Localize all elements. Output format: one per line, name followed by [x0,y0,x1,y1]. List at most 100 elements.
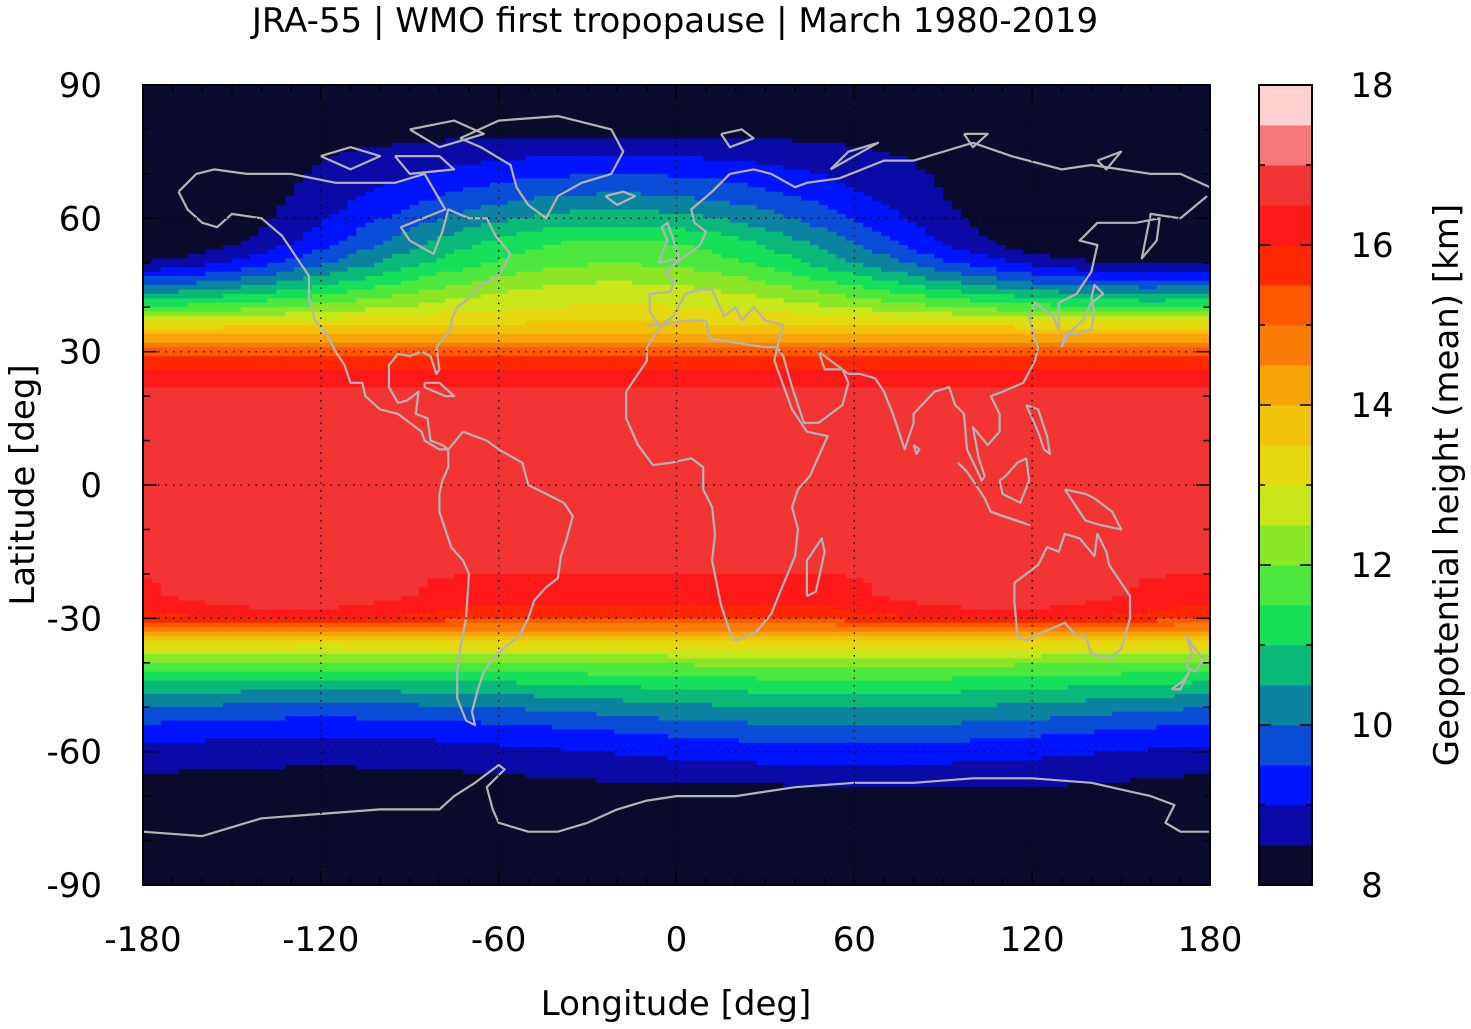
heatmap-cell [143,471,1210,477]
heatmap-cell [418,302,571,308]
heatmap-cell [143,182,295,188]
heatmap-cell [347,645,1210,651]
heatmap-cell [303,173,411,179]
heatmap-cell [889,253,935,259]
heatmap-cell [400,280,473,286]
heatmap-cell [809,222,864,228]
heatmap-cell [996,240,1210,246]
heatmap-cell [205,271,277,277]
heatmap-cell [374,600,918,606]
heatmap-cell [756,205,829,211]
heatmap-cell [143,467,1210,473]
heatmap-cell [143,129,1210,135]
heatmap-cell [952,200,1210,206]
heatmap-cell [143,600,206,606]
heatmap-cell [400,689,749,695]
heatmap-cell [267,249,313,255]
heatmap-cell [143,231,260,237]
heatmap-cell [143,449,1210,455]
heatmap-cell [143,565,1210,571]
heatmap-cell [996,267,1078,273]
coastline [423,381,456,398]
heatmap-cell [952,760,1210,766]
heatmap-cell [400,613,900,619]
heatmap-cell [480,720,749,726]
heatmap-cell [400,231,455,237]
heatmap-cell [311,293,393,299]
heatmap-cell [143,147,357,153]
heatmap-cell [143,253,189,259]
heatmap-cell [471,280,598,286]
heatmap-cell [516,178,722,184]
heatmap-cell [143,498,1210,504]
heatmap-cell [765,280,838,286]
heatmap-cell [818,302,927,308]
heatmap-cell [365,276,420,282]
heatmap-cell [143,320,526,326]
heatmap-cell [436,196,535,202]
heatmap-cell [480,222,749,228]
heatmap-cell [898,613,1113,619]
heatmap-cell [311,249,357,255]
heatmap-cell [516,271,722,277]
heatmap-cell [872,582,1140,588]
heatmap-cell [703,320,1210,326]
heatmap-cell [969,222,1210,228]
heatmap-cell [143,618,446,624]
heatmap-cell [934,182,1210,188]
heatmap-cell [756,293,847,299]
heatmap-cell [818,245,864,251]
heatmap-cell [143,289,180,295]
heatmap-cell [614,729,1096,735]
heatmap-cell [596,280,633,286]
heatmap-cell [143,685,642,691]
heatmap-cell [480,293,758,299]
heatmap-cell [143,538,1210,544]
heatmap-cell [694,267,775,273]
heatmap-cell [151,578,429,584]
heatmap-cell [854,271,909,277]
heatmap-cell [480,160,758,166]
heatmap-cell [143,587,162,593]
coastline [320,146,382,171]
heatmap-cell [925,293,1015,299]
heatmap-cell [480,240,562,246]
heatmap-cell [143,645,295,651]
chart-title: JRA-55 | WMO first tropopause | March 19… [250,1,1098,41]
heatmap-cell [143,649,1210,655]
colorbar-tick-label: 16 [1350,226,1393,266]
heatmap-cell [863,609,1149,615]
heatmap-cell [1147,609,1210,615]
heatmap-cell [792,271,855,277]
heatmap-cell [898,280,962,286]
heatmap-cell [969,298,1140,304]
heatmap-cell [143,667,1210,673]
heatmap-cell [934,173,1210,179]
heatmap-cell [1112,596,1210,602]
heatmap-cell [427,240,482,246]
heatmap-cell [143,542,1210,548]
x-tick-label: 180 [1178,920,1243,960]
heatmap-cell [872,249,918,255]
heatmap-cell [143,760,758,766]
heatmap-cell [143,133,1210,139]
heatmap-cell [1121,671,1210,677]
heatmap-cell [356,227,411,233]
heatmap-cell [952,676,1210,682]
heatmap-cell [809,240,855,246]
heatmap-cell [534,196,695,202]
coastline [957,462,1031,527]
heatmap-cell [996,276,1087,282]
heatmap-cell [525,156,704,162]
heatmap-cell [143,765,286,771]
heatmap-cell [854,187,944,193]
heatmap-cell [667,302,820,308]
heatmap-cell [952,311,1210,317]
colorbar-swatch [1259,365,1312,406]
heatmap-cell [1014,662,1210,668]
heatmap-cell [818,289,891,295]
heatmap-cell [1041,733,1210,739]
y-tick-label: -90 [46,866,102,906]
heatmap-cell [303,231,357,237]
